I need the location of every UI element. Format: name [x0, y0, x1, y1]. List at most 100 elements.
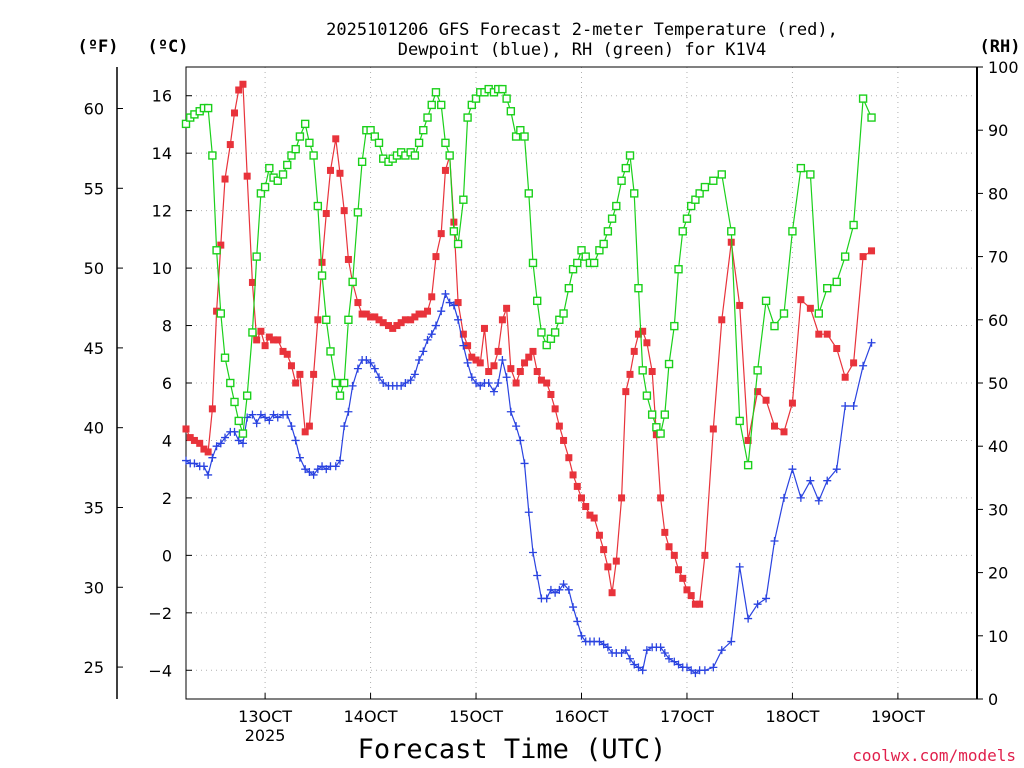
- rh-point: [278, 170, 288, 179]
- x-tick-label: 16OCT: [555, 707, 609, 726]
- dewpoint-point: [642, 646, 651, 655]
- rh-point: [564, 284, 574, 293]
- rh-point: [533, 296, 542, 306]
- 2-meter-temperature-point: [578, 494, 585, 502]
- 2-meter-temperature-point: [432, 253, 440, 261]
- dewpoint-point: [441, 289, 450, 298]
- dewpoint-point: [234, 436, 243, 445]
- dewpoint-point: [375, 373, 384, 382]
- dewpoint-point: [322, 465, 331, 474]
- 2-meter-temperature-point: [648, 368, 656, 376]
- 2-meter-temperature-point: [639, 327, 647, 335]
- celsius-tick-label: 2: [162, 489, 172, 508]
- 2-meter-temperature-point: [371, 313, 379, 321]
- 2-meter-temperature-point: [200, 445, 208, 453]
- dewpoint-point: [190, 459, 199, 468]
- 2-meter-temperature-point: [375, 316, 383, 324]
- dewpoint-point: [762, 594, 771, 603]
- 2-meter-temperature-point: [468, 353, 476, 361]
- dewpoint-point: [599, 640, 608, 649]
- rh-point: [577, 246, 586, 255]
- 2-meter-temperature-point: [652, 431, 660, 439]
- dewpoint-point: [595, 637, 604, 646]
- 2-meter-temperature-point: [555, 422, 563, 430]
- rh-tick-label: 50: [988, 374, 1008, 393]
- 2-meter-temperature-point: [507, 365, 515, 373]
- 2-meter-temperature-point: [551, 405, 559, 413]
- 2-meter-temperature-point: [709, 425, 717, 433]
- 2-meter-temperature-point: [590, 514, 598, 522]
- dewpoint-point: [524, 508, 533, 517]
- dewpoint-point: [287, 422, 296, 431]
- 2-meter-temperature-point: [780, 428, 788, 436]
- x-tick-label: 15OCT: [449, 707, 503, 726]
- 2-meter-temperature-point: [595, 531, 603, 539]
- dewpoint-point: [788, 465, 797, 474]
- 2-meter-temperature-point: [687, 592, 695, 600]
- dewpoint-point: [366, 358, 375, 367]
- 2-meter-temperature-point: [476, 359, 484, 367]
- fahrenheit-unit-label: (ºF): [78, 37, 119, 57]
- dewpoint-point: [520, 459, 529, 468]
- rh-point: [849, 220, 858, 230]
- dewpoint-point: [814, 496, 823, 505]
- dewpoint-point: [313, 465, 322, 474]
- 2-meter-temperature-point: [612, 557, 620, 565]
- 2-meter-temperature-point: [630, 347, 638, 355]
- 2-meter-temperature-point: [305, 422, 313, 430]
- x-tick-label: 14OCT: [344, 707, 398, 726]
- celsius-unit-label: (ºC): [148, 37, 189, 57]
- 2-meter-temperature-point: [415, 310, 423, 318]
- x-tick-label: 19OCT: [871, 707, 925, 726]
- rh-tick-label: 20: [988, 564, 1008, 583]
- dewpoint-point: [569, 603, 578, 612]
- dewpoint-point: [199, 462, 208, 471]
- rh-point: [322, 315, 331, 324]
- rh-point: [630, 189, 639, 198]
- rh-point: [524, 189, 533, 198]
- rh-point: [471, 94, 481, 103]
- x-tick-label: 18OCT: [765, 707, 819, 726]
- dewpoint-point: [431, 321, 440, 330]
- 2-meter-temperature-point: [344, 255, 352, 263]
- rh-point: [603, 227, 613, 236]
- rh-point: [537, 328, 546, 337]
- dewpoint-point: [516, 436, 525, 445]
- 2-meter-temperature-point: [243, 172, 251, 180]
- rh-point: [823, 284, 832, 293]
- rh-point: [441, 138, 450, 148]
- 2-meter-temperature-point: [788, 399, 796, 407]
- dewpoint-point: [459, 341, 468, 350]
- 2-meter-temperature-point: [797, 296, 805, 304]
- 2-meter-temperature-point: [459, 330, 467, 338]
- 2-meter-temperature-point: [231, 109, 239, 117]
- dewpoint-point: [512, 422, 521, 431]
- dewpoint-point: [687, 666, 696, 675]
- 2-meter-temperature-point: [480, 324, 488, 332]
- rh-point: [660, 410, 670, 419]
- dewpoint-point: [832, 465, 841, 474]
- 2-meter-temperature-point: [270, 336, 278, 344]
- 2-meter-temperature-point: [529, 347, 537, 355]
- dewpoint-series: [182, 289, 876, 678]
- rh-tick-label: 90: [988, 121, 1008, 140]
- rh-point: [374, 138, 384, 148]
- rh-point: [348, 277, 357, 287]
- x-axis-title: Forecast Time (UTC): [358, 734, 667, 765]
- dewpoint-point: [753, 600, 762, 609]
- 2-meter-temperature-point: [503, 304, 511, 312]
- rh-tick-label: 40: [988, 437, 1008, 456]
- 2-meter-temperature-point: [683, 586, 691, 594]
- rh-point: [647, 410, 657, 419]
- 2-meter-temperature-point: [186, 434, 194, 442]
- rh-point: [709, 176, 718, 185]
- rh-point: [203, 103, 213, 113]
- rh-point: [305, 138, 314, 148]
- rh-point: [621, 163, 630, 173]
- 2-meter-temperature-point: [657, 494, 665, 502]
- 2-meter-temperature-point: [718, 316, 726, 324]
- dewpoint-point: [301, 465, 310, 474]
- 2-meter-temperature-point: [626, 370, 634, 378]
- 2-meter-temperature-point: [379, 319, 387, 327]
